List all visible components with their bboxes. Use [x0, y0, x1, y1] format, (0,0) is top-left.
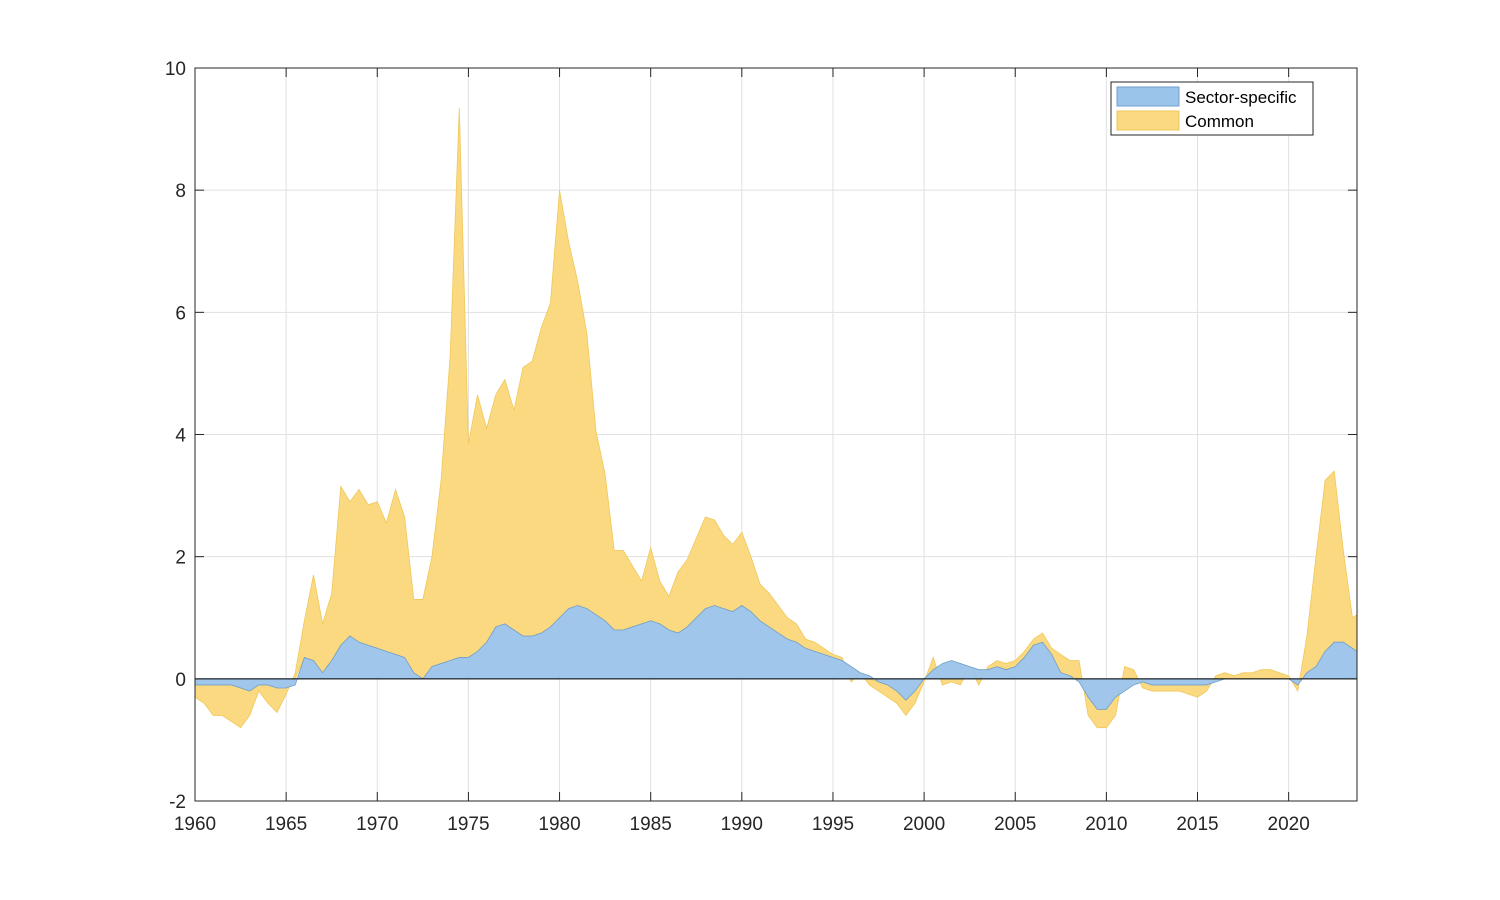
- x-tick-label: 1985: [630, 814, 672, 835]
- x-tick-label: 2010: [1085, 814, 1127, 835]
- x-tick-label: 1975: [447, 814, 489, 835]
- x-tick-label: 2005: [994, 814, 1036, 835]
- y-tick-label: 4: [175, 426, 186, 447]
- y-tick-label: -2: [169, 792, 186, 813]
- legend-swatch-common: [1116, 110, 1180, 131]
- areas: [194, 107, 1358, 729]
- x-tick-label: 1970: [356, 814, 398, 835]
- legend-label-common: Common: [1185, 112, 1254, 131]
- y-tick-label: 0: [175, 670, 186, 691]
- x-tick-label: 2015: [1176, 814, 1218, 835]
- x-tick-label: 1995: [812, 814, 854, 835]
- x-tick-label: 1965: [265, 814, 307, 835]
- y-tick-label: 2: [175, 548, 186, 569]
- ticks: 1960 1965 1970 1975 1980 1985 1990 1995 2000 2005…: [165, 59, 1357, 835]
- x-tick-label: 2000: [903, 814, 945, 835]
- legend: Sector-specific Common: [1110, 81, 1314, 136]
- x-tick-label: 2020: [1268, 814, 1310, 835]
- legend-swatch-sector-specific: [1116, 86, 1180, 107]
- x-tick-label: 1980: [538, 814, 580, 835]
- x-tick-label: 1990: [721, 814, 763, 835]
- legend-label-sector-specific: Sector-specific: [1185, 88, 1297, 107]
- y-tick-label: 6: [175, 303, 186, 324]
- y-tick-label: 8: [175, 181, 186, 202]
- x-tick-label: 1960: [174, 814, 216, 835]
- y-tick-label: 10: [165, 59, 186, 80]
